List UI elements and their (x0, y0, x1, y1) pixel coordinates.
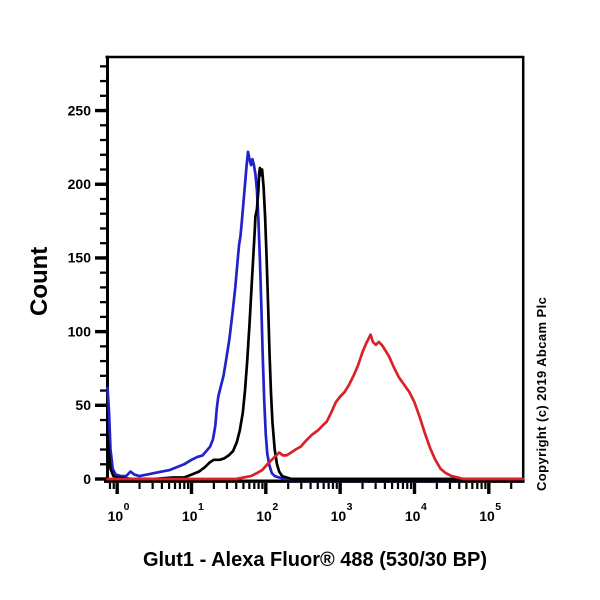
x-tick-label-base: 10 (108, 508, 124, 524)
y-tick-label: 50 (75, 397, 91, 413)
x-tick-label-base: 10 (331, 508, 347, 524)
y-tick-label: 150 (68, 250, 92, 266)
x-tick-label-exponent: 5 (495, 501, 501, 513)
x-tick-label-exponent: 1 (198, 501, 204, 513)
curve-red (106, 333, 525, 481)
y-tick-label: 0 (83, 471, 91, 487)
y-tick-label: 250 (68, 102, 92, 118)
x-tick-label-exponent: 0 (124, 501, 130, 513)
y-tick-label: 200 (68, 176, 92, 192)
x-tick-label-exponent: 3 (347, 501, 353, 513)
x-tick-label-base: 10 (479, 508, 495, 524)
x-tick-label-exponent: 2 (272, 501, 278, 513)
copyright-notice: Copyright (c) 2019 Abcam Plc (534, 296, 549, 491)
x-tick-label-base: 10 (182, 508, 198, 524)
x-tick-label-base: 10 (256, 508, 272, 524)
y-tick-label: 100 (68, 323, 92, 339)
x-axis-title: Glut1 - Alexa Fluor® 488 (530/30 BP) (142, 549, 488, 571)
y-axis-label: Count (26, 246, 53, 316)
curve-blue (106, 150, 525, 481)
x-tick-label-base: 10 (405, 508, 421, 524)
curve-black (106, 166, 525, 481)
x-tick-label-exponent: 4 (421, 501, 427, 513)
